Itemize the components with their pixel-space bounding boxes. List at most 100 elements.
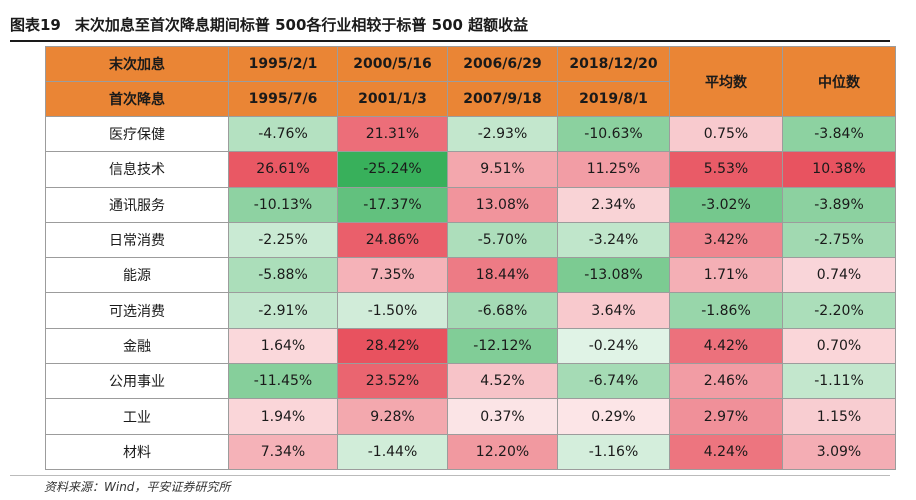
period-return-cell: -2.93% [447, 115, 558, 153]
period-return-cell: 18.44% [447, 257, 558, 294]
sector-label: 医疗保健 [45, 115, 229, 153]
period-return-cell: 7.35% [337, 257, 448, 294]
table-row: 公用事业 -11.45% 23.52% 4.52% -6.74% 2.46% -1.11% [45, 363, 896, 400]
period-return-cell: 1.64% [228, 327, 338, 365]
sector-label: 可选消费 [45, 292, 229, 329]
period-return-cell: 26.61% [228, 151, 338, 188]
header-last-hike-date: 2000/5/16 [337, 46, 448, 82]
header-last-hike-label: 末次加息 [45, 46, 229, 82]
period-return-cell: 0.37% [447, 398, 558, 435]
table-row: 信息技术 26.61% -25.24% 9.51% 11.25% 5.53% 10.38% [45, 151, 896, 188]
header-first-cut-label: 首次降息 [45, 81, 229, 117]
header-last-hike-date: 2018/12/20 [557, 46, 670, 82]
header-first-cut-date: 1995/7/6 [228, 81, 338, 117]
period-return-cell: -13.08% [557, 257, 670, 294]
period-return-cell: -11.45% [228, 363, 338, 400]
sector-label: 公用事业 [45, 363, 229, 400]
period-return-cell: 23.52% [337, 363, 448, 400]
period-return-cell: 28.42% [337, 327, 448, 365]
period-return-cell: 11.25% [557, 151, 670, 188]
sector-label: 通讯服务 [45, 186, 229, 223]
header-last-hike-date: 2006/6/29 [447, 46, 558, 82]
figure-title-text: 末次加息至首次降息期间标普 500各行业相较于标普 500 超额收益 [74, 15, 529, 34]
header-first-cut-date: 2007/9/18 [447, 81, 558, 117]
header-row-first-cut: 首次降息 1995/7/6 2001/1/3 2007/9/18 2019/8/… [45, 81, 896, 117]
period-return-cell: -25.24% [337, 151, 448, 188]
header-median: 中位数 [782, 46, 896, 117]
table-row: 材料 7.34% -1.44% 12.20% -1.16% 4.24% 3.09% [45, 433, 896, 470]
period-return-cell: 7.34% [228, 433, 338, 470]
average-cell: 5.53% [669, 151, 783, 188]
period-return-cell: -0.24% [557, 327, 670, 365]
sector-label: 金融 [45, 327, 229, 365]
average-cell: 2.46% [669, 363, 783, 400]
period-return-cell: 9.51% [447, 151, 558, 188]
average-cell: 2.97% [669, 398, 783, 435]
period-return-cell: -5.70% [447, 221, 558, 259]
sector-label: 能源 [45, 257, 229, 294]
period-return-cell: -1.44% [337, 433, 448, 470]
average-cell: 4.24% [669, 433, 783, 470]
header-last-hike-date: 1995/2/1 [228, 46, 338, 82]
average-cell: 3.42% [669, 221, 783, 259]
sector-label: 日常消费 [45, 221, 229, 259]
median-cell: -3.89% [782, 186, 896, 223]
median-cell: -2.20% [782, 292, 896, 329]
median-cell: 0.74% [782, 257, 896, 294]
median-cell: -1.11% [782, 363, 896, 400]
title-divider [10, 40, 890, 42]
period-return-cell: -6.68% [447, 292, 558, 329]
period-return-cell: -10.63% [557, 115, 670, 153]
median-cell: -2.75% [782, 221, 896, 259]
table-row: 金融 1.64% 28.42% -12.12% -0.24% 4.42% 0.70% [45, 327, 896, 365]
sector-label: 工业 [45, 398, 229, 435]
period-return-cell: 9.28% [337, 398, 448, 435]
median-cell: 0.70% [782, 327, 896, 365]
period-return-cell: -10.13% [228, 186, 338, 223]
period-return-cell: -17.37% [337, 186, 448, 223]
header-first-cut-date: 2001/1/3 [337, 81, 448, 117]
period-return-cell: -3.24% [557, 221, 670, 259]
excess-return-table: 末次加息 1995/2/1 2000/5/16 2006/6/29 2018/1… [45, 46, 896, 470]
figure-title: 图表19 末次加息至首次降息期间标普 500各行业相较于标普 500 超额收益 [10, 10, 890, 38]
figure-label: 图表19 [10, 15, 61, 34]
table-row: 工业 1.94% 9.28% 0.37% 0.29% 2.97% 1.15% [45, 398, 896, 435]
period-return-cell: 13.08% [447, 186, 558, 223]
period-return-cell: 3.64% [557, 292, 670, 329]
period-return-cell: -12.12% [447, 327, 558, 365]
table-row: 日常消费 -2.25% 24.86% -5.70% -3.24% 3.42% -2.75% [45, 221, 896, 259]
footer-divider [10, 475, 890, 476]
median-cell: -3.84% [782, 115, 896, 153]
median-cell: 3.09% [782, 433, 896, 470]
period-return-cell: -1.50% [337, 292, 448, 329]
period-return-cell: 0.29% [557, 398, 670, 435]
period-return-cell: 24.86% [337, 221, 448, 259]
table-row: 医疗保健 -4.76% 21.31% -2.93% -10.63% 0.75% -3.84% [45, 115, 896, 153]
average-cell: 1.71% [669, 257, 783, 294]
median-cell: 10.38% [782, 151, 896, 188]
header-first-cut-date: 2019/8/1 [557, 81, 670, 117]
source-note: 资料来源：Wind，平安证券研究所 [44, 480, 231, 494]
average-cell: 0.75% [669, 115, 783, 153]
average-cell: 4.42% [669, 327, 783, 365]
period-return-cell: 12.20% [447, 433, 558, 470]
table-row: 可选消费 -2.91% -1.50% -6.68% 3.64% -1.86% -2.20% [45, 292, 896, 329]
period-return-cell: 4.52% [447, 363, 558, 400]
period-return-cell: 2.34% [557, 186, 670, 223]
period-return-cell: -2.25% [228, 221, 338, 259]
median-cell: 1.15% [782, 398, 896, 435]
period-return-cell: -4.76% [228, 115, 338, 153]
sector-label: 材料 [45, 433, 229, 470]
table-row: 能源 -5.88% 7.35% 18.44% -13.08% 1.71% 0.74% [45, 257, 896, 294]
header-average: 平均数 [669, 46, 783, 117]
period-return-cell: -5.88% [228, 257, 338, 294]
table-row: 通讯服务 -10.13% -17.37% 13.08% 2.34% -3.02% -3.89… [45, 186, 896, 223]
period-return-cell: 21.31% [337, 115, 448, 153]
period-return-cell: -1.16% [557, 433, 670, 470]
period-return-cell: -6.74% [557, 363, 670, 400]
sector-label: 信息技术 [45, 151, 229, 188]
average-cell: -3.02% [669, 186, 783, 223]
table-body: 医疗保健 -4.76% 21.31% -2.93% -10.63% 0.75% -3.84%… [45, 115, 896, 470]
period-return-cell: -2.91% [228, 292, 338, 329]
period-return-cell: 1.94% [228, 398, 338, 435]
